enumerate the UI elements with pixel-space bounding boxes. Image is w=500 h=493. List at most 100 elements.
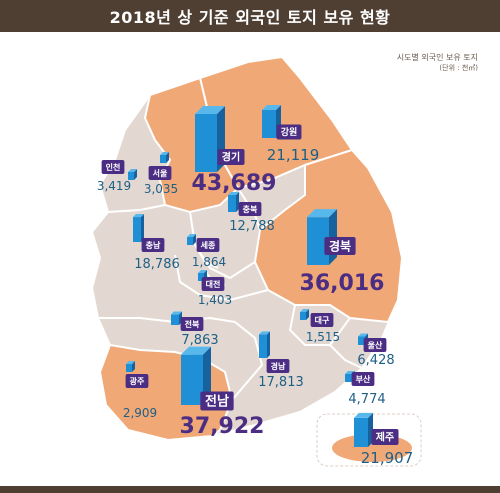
bar-eb8c80eab5ac [300, 309, 309, 320]
badge-ecb6a9eb82a8 [141, 238, 165, 252]
bar-front [160, 155, 166, 163]
bar-front [181, 354, 203, 405]
value-label-eab491eca3bc: 2,909 [123, 406, 157, 420]
bar-front [198, 273, 204, 281]
region-label-ecb6a9eb82a8: 충남 [146, 240, 161, 250]
region-label-ecb6a9ebb681: 충북 [243, 204, 258, 214]
bar-top [259, 331, 270, 335]
bar-front [187, 237, 193, 245]
badge-ec84b8eca285 [196, 238, 220, 252]
region-label-eca084ebb681: 전북 [185, 319, 200, 329]
chart-note: 시도별 외국인 보유 토지 (단위 : 천㎡) [397, 52, 478, 74]
badge-ebb680ec82b0 [351, 372, 375, 386]
page-title: 2018년 상 기준 외국인 토지 보유 현황 [0, 0, 500, 32]
bar-ecb6a9ebb681 [228, 192, 239, 212]
region-label-ec84b8eca285: 세종 [201, 240, 216, 250]
note-line-2: (단위 : 천㎡) [439, 64, 478, 72]
region-label-eab2bdeb82a8: 경남 [271, 361, 286, 371]
value-label-ec9ab8ec82b0: 6,428 [357, 353, 394, 368]
bar-ec84b8eca285 [187, 234, 196, 245]
bar-front [228, 195, 236, 212]
region-label-eb8c80eca084: 대전 [206, 279, 221, 289]
value-label-ecb6a9ebb681: 12,788 [229, 219, 275, 234]
bar-eca09ceca3bc [354, 412, 373, 447]
bar-side [134, 169, 137, 180]
region-label-eca09ceca3bc: 제주 [376, 431, 394, 444]
bar-top [307, 209, 337, 218]
region-label-eab2bdeab8b0: 경기 [222, 151, 240, 164]
bar-front [358, 336, 365, 345]
bar-front [345, 374, 352, 382]
bar-top [187, 234, 196, 237]
region-label-eb8c80eab5ac: 대구 [315, 315, 330, 325]
bar-front [128, 172, 134, 180]
value-label-eab2bdeab8b0: 43,689 [192, 171, 277, 196]
region-label-ebb680ec82b0: 부산 [356, 374, 371, 384]
bar-side [193, 234, 196, 245]
bar-front [259, 334, 267, 358]
bar-front [126, 364, 132, 372]
badge-eca084ebb681 [180, 317, 204, 331]
bar-top [195, 106, 225, 114]
value-label-eca084ebb681: 7,863 [181, 333, 218, 348]
value-label-eab2bdeb82a8: 17,813 [258, 375, 304, 390]
bar-side [132, 361, 135, 372]
internal-borders [98, 187, 363, 401]
bar-ec9db8ecb29c [128, 169, 137, 180]
region-label-eab095ec9b90: 강원 [281, 126, 298, 138]
value-label-eb8c80eab5ac: 1,515 [306, 330, 340, 344]
value-label-ec849cec9ab8: 3,035 [144, 182, 178, 196]
value-label-ecb6a9eb82a8: 18,786 [134, 257, 180, 272]
labels-layer: 경기 43,689 경북 36,016 전남 37,922 제주 21,907 강원 21,119… [97, 124, 414, 467]
badge-eca084eb82a8 [200, 391, 234, 411]
badge-eb8c80eab5ac [310, 313, 334, 327]
badge-eca09ceca3bc [371, 429, 399, 445]
bar-front [133, 217, 141, 242]
bar-side [203, 346, 211, 405]
bar-top [300, 309, 309, 312]
value-label-ec84b8eca285: 1,864 [192, 255, 226, 269]
badge-eb8c80eca084 [201, 277, 225, 291]
value-label-ec9db8ecb29c: 3,419 [97, 179, 131, 193]
bar-eca084ebb681 [171, 311, 182, 325]
badge-ecb6a9ebb681 [238, 202, 262, 216]
region-label-eab2bdebb681: 경북 [329, 239, 351, 253]
bar-top [198, 270, 207, 273]
bar-side [236, 192, 239, 212]
bar-eca084eb82a8 [181, 346, 211, 405]
bar-top [358, 333, 368, 337]
value-label-eca09ceca3bc: 21,907 [361, 449, 414, 467]
value-label-eca084eb82a8: 37,922 [180, 414, 265, 439]
region-label-eab491eca3bc: 광주 [130, 376, 145, 386]
bar-top [133, 214, 144, 218]
badge-eab2bdeab8b0 [217, 149, 245, 165]
bar-front [307, 217, 329, 265]
bar-top [228, 192, 239, 196]
region-label-ec9db8ecb29c: 인천 [106, 162, 121, 172]
bar-top [160, 152, 169, 155]
region-label-eca084eb82a8: 전남 [205, 394, 229, 410]
bar-front [171, 314, 179, 325]
bar-side [267, 331, 270, 358]
region-label-ec9ab8ec82b0: 울산 [368, 340, 383, 350]
badge-ec9db8ecb29c [101, 160, 125, 174]
badge-eab2bdeb82a8 [266, 359, 290, 373]
bar-eab491eca3bc [126, 361, 135, 372]
bar-top [354, 412, 373, 418]
value-label-ebb680ec82b0: 4,774 [348, 392, 385, 407]
region-label-ec849cec9ab8: 서울 [153, 168, 168, 178]
bar-top [262, 104, 281, 110]
bar-front [262, 109, 276, 138]
bar-top [126, 361, 135, 364]
value-label-eb8c80eca084: 1,403 [198, 293, 232, 307]
bar-side [141, 214, 144, 242]
badge-eab491eca3bc [125, 374, 149, 388]
bar-eab2bdeb82a8 [259, 331, 270, 358]
bar-front [195, 114, 217, 172]
bar-top [128, 169, 137, 172]
value-label-eab2bdebb681: 36,016 [300, 271, 385, 296]
bar-ecb6a9eb82a8 [133, 214, 144, 242]
footer-bar [0, 486, 500, 493]
value-label-eab095ec9b90: 21,119 [267, 146, 320, 164]
